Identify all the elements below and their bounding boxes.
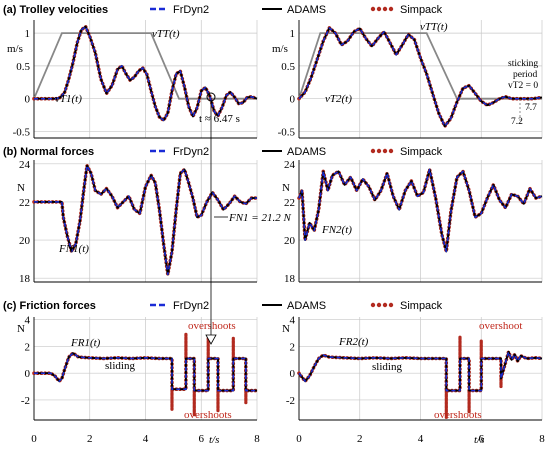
y-tick-label-row-c-right: -2	[286, 395, 295, 407]
legend-adams-label: ADAMS	[287, 4, 326, 16]
ticks-layer: -0.500.51-0.500.511820222418202224-2024-…	[13, 28, 546, 445]
label-vt2: vT2(t)	[325, 93, 352, 105]
legend-frdyn-label: FrDyn2	[173, 4, 209, 16]
legend-frdyn-label: FrDyn2	[173, 146, 209, 158]
legend-row-c: FrDyn2 ADAMS Simpack	[150, 300, 443, 312]
y-tick-label-row-a-right: 0	[290, 94, 296, 106]
x-tick-label-left: 8	[254, 433, 260, 445]
y-tick-label-row-c-left: 4	[25, 315, 31, 327]
y-tick-label-row-b-left: 18	[19, 273, 31, 285]
x-tick-label-left: 4	[143, 433, 149, 445]
y-tick-label-row-a-left: 0.5	[16, 61, 30, 73]
y-tick-label-row-c-right: 2	[290, 341, 296, 353]
y-tick-label-row-b-right: 24	[284, 159, 296, 171]
x-axis-label-left: t/s	[209, 434, 219, 446]
series-frdyn2-row-b-left	[34, 164, 257, 276]
unit-row-c: N	[17, 323, 25, 335]
legend-simpack-label: Simpack	[400, 4, 443, 16]
y-tick-label-row-a-left: 1	[25, 28, 31, 40]
x-tick-label-left: 0	[31, 433, 37, 445]
label-fr2: FR2(t)	[338, 336, 369, 348]
x-axis-label-right: t/s	[474, 434, 484, 446]
overshoots-label-bottom: overshoots	[184, 409, 232, 421]
label-fn1: FN1(t)	[58, 243, 89, 255]
frames-layer	[33, 20, 542, 421]
x-tick-label-left: 2	[87, 433, 93, 445]
legend-simpack-label: Simpack	[400, 300, 443, 312]
series-frdyn2-row-a-right	[298, 27, 543, 127]
y-tick-label-row-c-left: -2	[21, 395, 30, 407]
row-a-title: (a) Trolley velocities	[3, 4, 108, 16]
y-tick-label-row-a-right: 1	[290, 28, 296, 40]
tick-7-7: 7.7	[525, 103, 537, 113]
legend-simpack-swatch	[370, 302, 394, 308]
legend-frdyn-label: FrDyn2	[173, 300, 209, 312]
legend-simpack-label: Simpack	[400, 146, 443, 158]
y-tick-label-row-c-right: 0	[290, 368, 296, 380]
sliding-label-left: sliding	[105, 360, 135, 372]
overshoot-label-right: overshoot	[479, 320, 522, 332]
series-adams-row-a-left	[34, 25, 258, 122]
t-marker-arrowhead	[205, 334, 217, 345]
x-tick-label-right: 0	[296, 433, 302, 445]
series-adams-row-b-right	[298, 168, 543, 253]
label-fr1: FR1(t)	[70, 337, 101, 349]
y-tick-label-row-c-right: 4	[290, 315, 296, 327]
x-tick-label-right: 4	[418, 433, 424, 445]
overshoots-label-bottom-right: overshoots	[434, 409, 482, 421]
series-drive-vtt-left	[33, 32, 257, 100]
unit-row-a: m/s	[7, 43, 23, 55]
legend-row-a: FrDyn2 ADAMS Simpack	[150, 4, 443, 16]
y-tick-label-row-b-right: 20	[284, 235, 296, 247]
t-marker-label: t ≈ 6.47 s	[199, 113, 240, 125]
label-vt1: vT1(t)	[55, 93, 82, 105]
x-tick-label-right: 8	[539, 433, 545, 445]
legend-simpack-swatch	[370, 6, 394, 12]
y-tick-label-row-b-left: 22	[19, 197, 30, 209]
sliding-label-right: sliding	[372, 361, 402, 373]
legend-adams-label: ADAMS	[287, 300, 326, 312]
y-tick-label-row-a-left: -0.5	[13, 126, 31, 138]
y-tick-label-row-b-left: 20	[19, 235, 31, 247]
sticking-label-1: sticking	[508, 59, 538, 69]
y-tick-label-row-b-left: 24	[19, 159, 31, 171]
series-frdyn2-row-c-right	[298, 351, 543, 392]
x-tick-label-right: 6	[479, 433, 485, 445]
sticking-label-2: period	[513, 70, 538, 80]
y-tick-label-row-c-left: 2	[25, 341, 31, 353]
y-tick-label-row-b-right: 22	[284, 197, 295, 209]
series-frdyn2-row-c-left	[34, 352, 257, 392]
label-vtt-left: vTT(t)	[152, 28, 180, 40]
y-tick-label-row-c-left: 0	[25, 368, 31, 380]
x-tick-label-left: 6	[199, 433, 205, 445]
y-tick-label-row-a-right: 0.5	[281, 61, 295, 73]
unit-row-c-right: N	[282, 323, 290, 335]
unit-row-a-right: m/s	[272, 43, 288, 55]
row-c-title: (c) Friction forces	[3, 300, 96, 312]
label-fn2: FN2(t)	[321, 224, 352, 236]
row-b-title: (b) Normal forces	[3, 146, 94, 158]
label-vtt-right: vTT(t)	[420, 21, 448, 33]
series-drive-vtt-right	[298, 32, 542, 100]
tick-7-2: 7.2	[511, 117, 523, 127]
y-tick-label-row-a-right: -0.5	[278, 126, 296, 138]
curves-layer	[32, 24, 544, 419]
legend-adams-label: ADAMS	[287, 146, 326, 158]
legend-simpack-swatch	[370, 148, 394, 154]
drive-layer	[33, 32, 542, 100]
y-tick-label-row-b-right: 18	[284, 273, 296, 285]
legend-row-b: FrDyn2 ADAMS Simpack	[150, 146, 443, 158]
unit-row-b: N	[17, 182, 25, 194]
unit-row-b-right: N	[282, 182, 290, 194]
x-tick-label-right: 2	[357, 433, 363, 445]
fn1-value-label: FN1 = 21.2 N	[228, 212, 291, 224]
sticking-label-3: vT2 = 0	[508, 81, 538, 91]
y-tick-label-row-a-left: 0	[25, 94, 31, 106]
overshoots-label-top: overshoots	[188, 320, 236, 332]
